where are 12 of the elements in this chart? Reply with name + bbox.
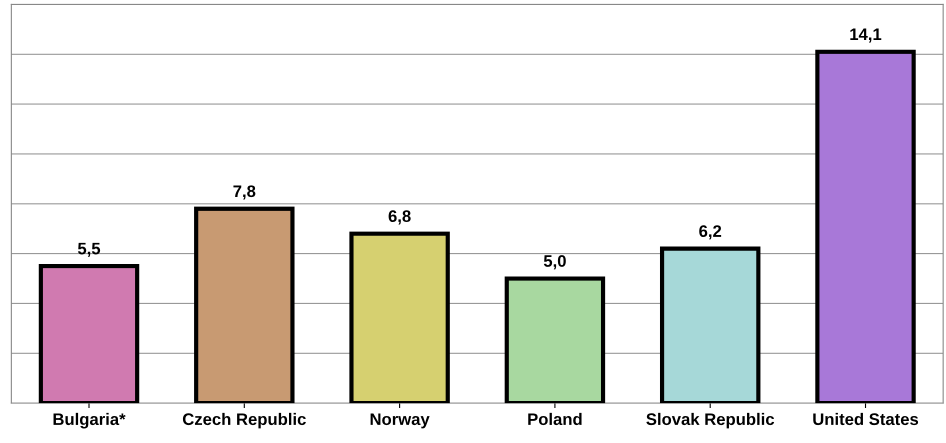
x-tick-label: United States (813, 412, 918, 426)
data-label: 14,1 (850, 28, 882, 43)
x-tick-label: Czech Republic (182, 412, 306, 428)
data-label: 6,8 (388, 210, 411, 224)
x-tick-label: Slovak Republic (646, 412, 774, 428)
data-label: 5,0 (544, 255, 566, 270)
data-label: 5,5 (78, 242, 100, 257)
data-label: 7,8 (233, 185, 256, 200)
data-label: 6,2 (699, 225, 722, 240)
x-tick-label: Poland (528, 412, 582, 426)
x-tick-label: Norway (370, 413, 430, 428)
x-tick-label: Bulgaria* (54, 412, 126, 428)
